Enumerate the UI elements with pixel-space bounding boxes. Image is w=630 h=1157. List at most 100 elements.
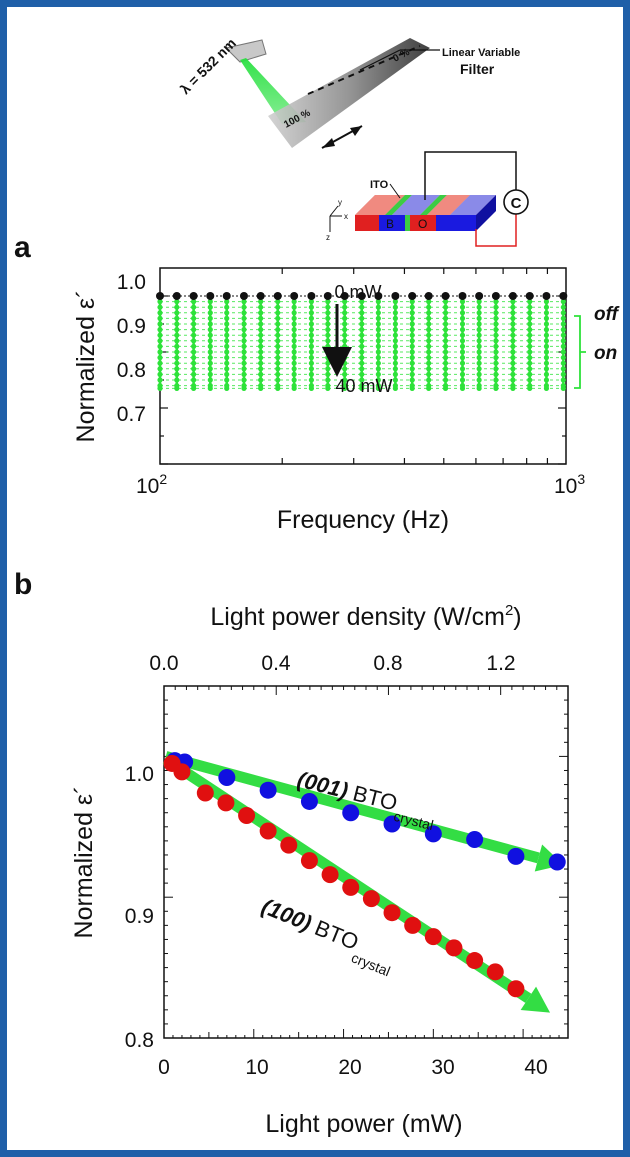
- on-point: [392, 321, 398, 327]
- point-100-bto: [259, 822, 277, 840]
- panel-b-xlabel: Light power (mW): [265, 1110, 462, 1138]
- on-point: [426, 299, 432, 305]
- on-point: [359, 355, 365, 361]
- on-point: [174, 371, 180, 377]
- point-001-bto: [383, 815, 401, 833]
- panel-b-top-xlabel: Light power density (W/cm2): [210, 602, 521, 631]
- on-point: [459, 338, 466, 344]
- off-point: [307, 292, 316, 300]
- on-point: [459, 304, 466, 310]
- on-point: [191, 360, 197, 366]
- on-point: [207, 304, 213, 310]
- on-point: [409, 371, 415, 377]
- on-point: [308, 343, 315, 349]
- on-point: [510, 304, 516, 310]
- on-point: [342, 327, 348, 333]
- on-point: [560, 371, 566, 377]
- on-point: [543, 321, 550, 327]
- on-point: [241, 332, 247, 338]
- on-point: [291, 385, 297, 391]
- on-point: [275, 385, 281, 391]
- point-001-bto: [466, 830, 484, 848]
- on-point: [543, 315, 550, 321]
- on-point: [207, 385, 213, 391]
- on-point: [459, 349, 466, 355]
- on-point: [392, 304, 398, 310]
- on-point: [543, 299, 550, 305]
- on-point: [359, 360, 365, 366]
- point-100-bto: [300, 852, 318, 870]
- on-point: [442, 377, 449, 383]
- off-point: [323, 292, 332, 300]
- on-point: [375, 315, 381, 321]
- on-point: [207, 310, 213, 316]
- on-point: [426, 304, 432, 310]
- on-point: [459, 366, 466, 372]
- on-point: [392, 385, 398, 391]
- off-point: [542, 292, 551, 300]
- on-point: [359, 321, 365, 327]
- on-point: [174, 366, 180, 372]
- point-100-bto: [196, 784, 214, 802]
- on-point: [543, 355, 550, 361]
- on-point: [375, 355, 381, 361]
- on-point: [560, 338, 566, 344]
- on-point: [510, 366, 516, 372]
- on-point: [459, 327, 466, 333]
- off-point: [475, 292, 484, 300]
- on-point: [527, 385, 533, 391]
- on-point: [308, 310, 315, 316]
- on-point: [157, 366, 163, 372]
- on-point: [543, 343, 550, 349]
- on-point: [258, 385, 264, 391]
- on-point: [157, 355, 163, 361]
- point-100-bto: [321, 866, 339, 884]
- coordinate-axes-icon: x y z: [326, 198, 348, 242]
- on-point: [275, 355, 281, 361]
- on-point: [325, 343, 331, 349]
- on-point: [459, 360, 466, 366]
- point-100-bto: [466, 952, 484, 970]
- on-point: [409, 338, 415, 344]
- on-point: [308, 321, 315, 327]
- on-point: [224, 343, 230, 349]
- off-point: [458, 292, 467, 300]
- on-point: [392, 299, 398, 305]
- on-point: [543, 349, 550, 355]
- on-point: [409, 349, 415, 355]
- on-point: [493, 332, 499, 338]
- on-point: [426, 332, 432, 338]
- on-point: [275, 366, 281, 372]
- on-point: [375, 321, 381, 327]
- on-point: [258, 349, 264, 355]
- filter-label-line2: Filter: [460, 61, 495, 77]
- point-100-bto: [507, 980, 525, 998]
- on-point: [207, 371, 213, 377]
- on-point: [191, 310, 197, 316]
- on-point: [275, 349, 281, 355]
- off-point: [491, 292, 500, 300]
- panel-b-xtick-30: 30: [431, 1056, 454, 1079]
- on-point: [560, 332, 566, 338]
- on-point: [560, 327, 566, 333]
- on-point: [375, 371, 381, 377]
- on-point: [493, 349, 499, 355]
- on-point: [157, 377, 163, 383]
- on-point: [241, 355, 247, 361]
- on-point: [375, 377, 381, 383]
- on-point: [258, 355, 264, 361]
- panel-a-letter: a: [14, 231, 31, 264]
- on-point: [207, 343, 213, 349]
- on-point: [275, 299, 281, 305]
- panel-a-xtick-1000: 103: [554, 471, 585, 498]
- on-point: [426, 310, 432, 316]
- on-point: [459, 321, 466, 327]
- point-100-bto: [362, 890, 380, 908]
- on-point: [392, 327, 398, 333]
- off-label: off: [594, 304, 620, 325]
- on-point: [174, 310, 180, 316]
- on-point: [342, 349, 348, 355]
- panel-b-top-xtick-0.4: 0.4: [261, 652, 291, 675]
